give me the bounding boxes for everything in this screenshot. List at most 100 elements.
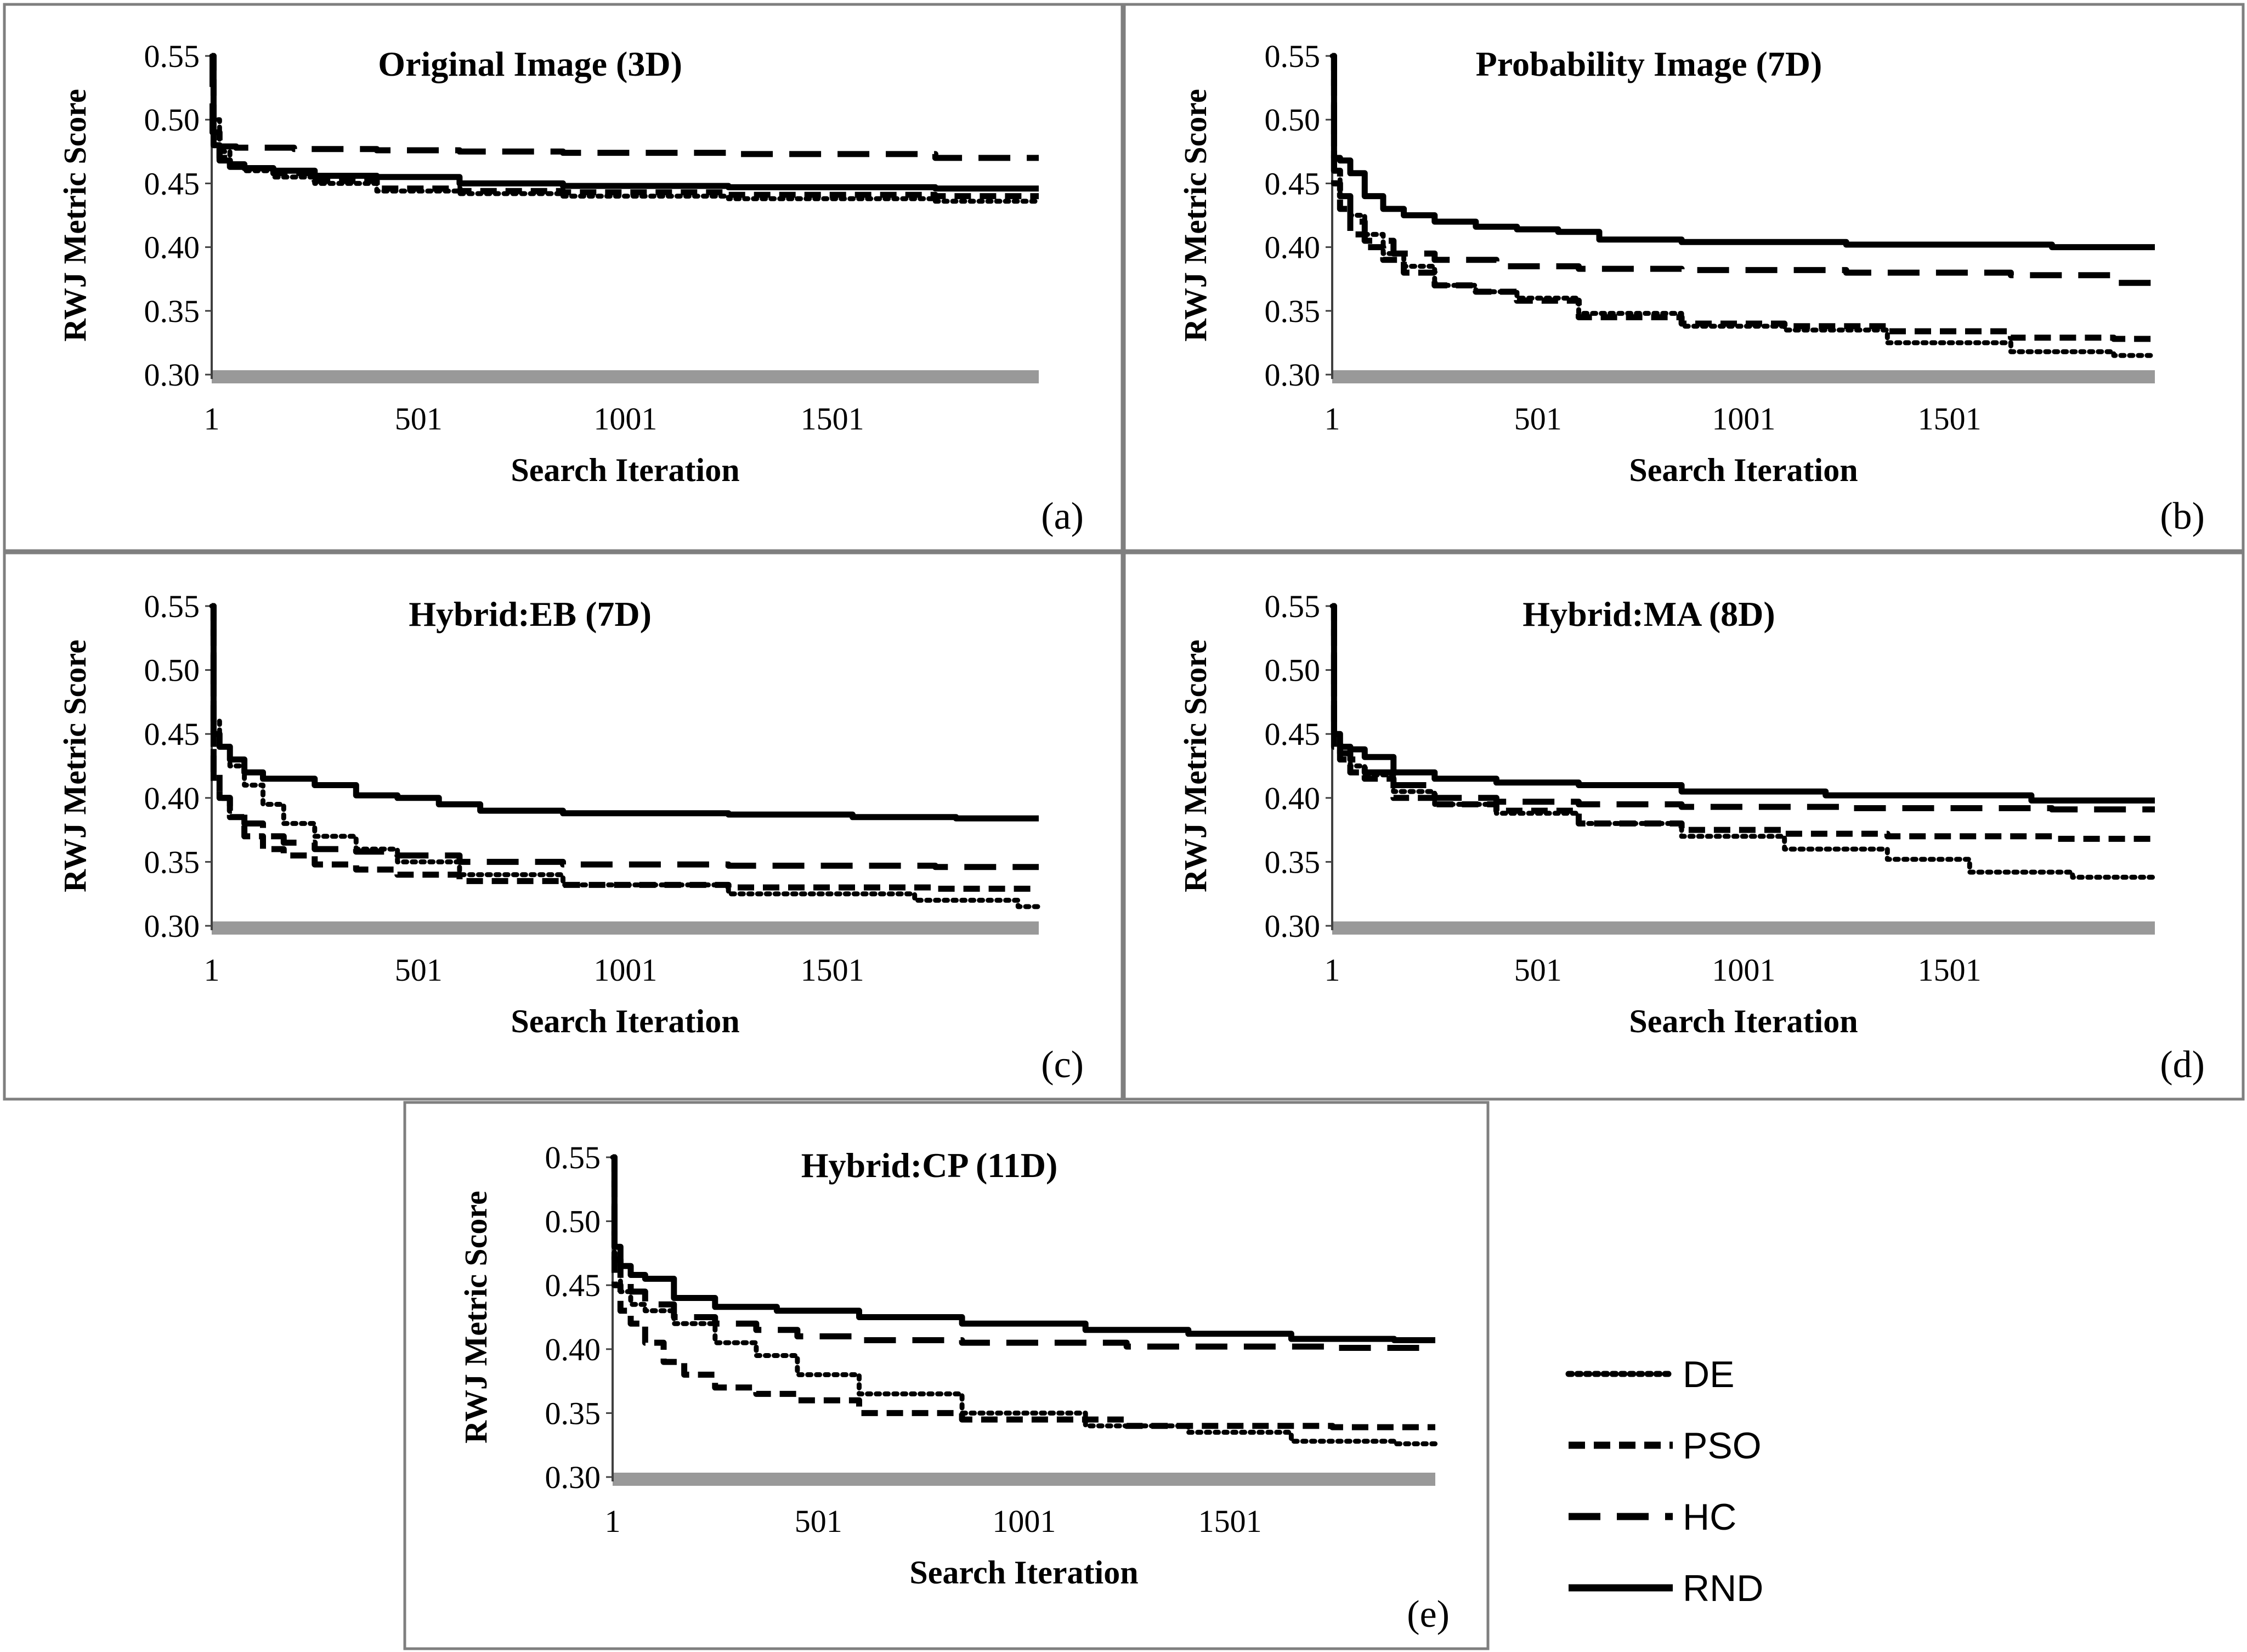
series-line-pso xyxy=(1331,53,2155,342)
chart-title: Hybrid:MA (8D) xyxy=(1522,595,1775,633)
y-tick-label: 0.55 xyxy=(545,1140,601,1175)
y-tick-label: 0.45 xyxy=(1265,716,1321,752)
y-tick-label: 0.50 xyxy=(1265,653,1321,688)
series-line-hc xyxy=(210,53,1039,161)
x-tick-label: 1 xyxy=(1325,401,1340,437)
x-tick-label: 501 xyxy=(1514,952,1562,988)
series-line-pso xyxy=(611,1154,1435,1430)
y-tick-label: 0.50 xyxy=(545,1204,601,1240)
x-tick-label: 1 xyxy=(204,952,220,988)
y-tick-label: 0.45 xyxy=(545,1268,601,1303)
y-tick-label: 0.30 xyxy=(144,908,200,944)
series-line-pso xyxy=(1331,603,2155,842)
x-tick-label: 1 xyxy=(605,1503,621,1539)
y-tick-label: 0.40 xyxy=(144,780,200,816)
panel-label: (e) xyxy=(1407,1593,1450,1636)
chart-panel-2: 0.300.350.400.450.500.551 501 1001 1501Sear… xyxy=(1123,3,2245,552)
y-tick-label: 0.40 xyxy=(1265,230,1321,265)
series-line-hc xyxy=(1331,53,2155,286)
panel-border xyxy=(403,1101,1490,1650)
panel-label: (c) xyxy=(1041,1044,1084,1086)
x-tick-label: 1001 xyxy=(1712,401,1775,437)
chart-title: Probability Image (7D) xyxy=(1476,44,1822,83)
y-axis-label: RWJ Metric Score xyxy=(458,1191,494,1444)
y-tick-label: 0.55 xyxy=(144,38,200,74)
y-tick-label: 0.40 xyxy=(1265,780,1321,816)
series-line-hc xyxy=(611,1154,1435,1351)
panel-label: (a) xyxy=(1041,495,1084,538)
panel-border xyxy=(1123,551,2245,1101)
y-tick-label: 0.45 xyxy=(1265,166,1321,201)
x-tick-label: 1501 xyxy=(1198,1503,1262,1539)
x-tick-label: 1001 xyxy=(593,952,657,988)
series-line-rnd xyxy=(1331,53,2155,251)
y-axis-label: RWJ Metric Score xyxy=(1178,89,1213,342)
chart-panel-3: 0.300.350.400.450.500.551 501 1001 1501Sear… xyxy=(3,551,1124,1101)
y-axis-label: RWJ Metric Score xyxy=(1178,640,1213,892)
x-tick-label: 1001 xyxy=(593,401,657,437)
x-axis-label: Search Iteration xyxy=(1629,1003,1858,1039)
x-axis-band xyxy=(212,921,1039,935)
y-tick-label: 0.50 xyxy=(1265,102,1321,138)
legend: DE PSO HC RND xyxy=(1565,1354,1763,1609)
series-line-rnd xyxy=(1331,603,2155,804)
y-tick-label: 0.35 xyxy=(1265,844,1321,880)
legend-label: PSO xyxy=(1683,1425,1762,1467)
x-tick-label: 501 xyxy=(395,952,443,988)
y-tick-label: 0.55 xyxy=(1265,38,1321,74)
x-tick-label: 1501 xyxy=(801,952,864,988)
panel-label: (d) xyxy=(2160,1044,2205,1086)
y-tick-label: 0.35 xyxy=(144,293,200,329)
series-line-rnd xyxy=(210,53,1039,192)
x-axis-label: Search Iteration xyxy=(1629,452,1858,488)
chart-panel-1: 0.300.350.400.450.500.551 501 1001 1501Sear… xyxy=(3,3,1124,552)
x-tick-label: 501 xyxy=(1514,401,1562,437)
x-tick-label: 1001 xyxy=(1712,952,1775,988)
x-tick-label: 1501 xyxy=(1918,952,1982,988)
legend-label: RND xyxy=(1683,1568,1763,1609)
chart-panel-5: 0.300.350.400.450.500.551 501 1001 1501Sear… xyxy=(403,1101,1490,1650)
legend-label: HC xyxy=(1683,1496,1736,1538)
panels-layer: 0.300.350.400.450.500.551 501 1001 1501Sear… xyxy=(3,3,2245,1650)
x-tick-label: 1001 xyxy=(992,1503,1056,1539)
y-tick-label: 0.35 xyxy=(144,844,200,880)
y-tick-label: 0.40 xyxy=(545,1332,601,1367)
chart-title: Original Image (3D) xyxy=(378,44,682,83)
y-tick-label: 0.30 xyxy=(144,357,200,393)
panel-border xyxy=(3,3,1124,552)
x-tick-label: 1501 xyxy=(801,401,864,437)
chart-title: Hybrid:CP (11D) xyxy=(801,1146,1058,1185)
y-tick-label: 0.55 xyxy=(144,589,200,624)
x-tick-label: 501 xyxy=(395,401,443,437)
y-tick-label: 0.35 xyxy=(1265,293,1321,329)
x-tick-label: 501 xyxy=(795,1503,842,1539)
y-tick-label: 0.55 xyxy=(1265,589,1321,624)
y-tick-label: 0.40 xyxy=(144,230,200,265)
x-axis-band xyxy=(212,370,1039,383)
x-tick-label: 1 xyxy=(1325,952,1340,988)
x-axis-label: Search Iteration xyxy=(909,1554,1138,1591)
series-line-hc xyxy=(210,603,1039,870)
y-tick-label: 0.50 xyxy=(144,653,200,688)
y-tick-label: 0.50 xyxy=(144,102,200,138)
y-tick-label: 0.30 xyxy=(545,1459,601,1495)
panel-border xyxy=(3,551,1124,1101)
x-axis-label: Search Iteration xyxy=(511,452,739,488)
legend-label: DE xyxy=(1683,1354,1734,1395)
series-line-hc xyxy=(1331,603,2155,813)
series-line-rnd xyxy=(611,1154,1435,1343)
series-line-rnd xyxy=(210,603,1039,822)
chart-title: Hybrid:EB (7D) xyxy=(409,595,652,633)
y-tick-label: 0.45 xyxy=(144,166,200,201)
x-axis-label: Search Iteration xyxy=(511,1003,739,1039)
panel-border xyxy=(1123,3,2245,552)
y-axis-label: RWJ Metric Score xyxy=(57,89,93,342)
y-tick-label: 0.45 xyxy=(144,716,200,752)
panel-label: (b) xyxy=(2160,495,2205,538)
x-tick-label: 1501 xyxy=(1918,401,1982,437)
y-axis-label: RWJ Metric Score xyxy=(57,640,93,892)
y-tick-label: 0.35 xyxy=(545,1395,601,1431)
chart-panel-4: 0.300.350.400.450.500.551 501 1001 1501Sear… xyxy=(1123,551,2245,1101)
x-tick-label: 1 xyxy=(204,401,220,437)
